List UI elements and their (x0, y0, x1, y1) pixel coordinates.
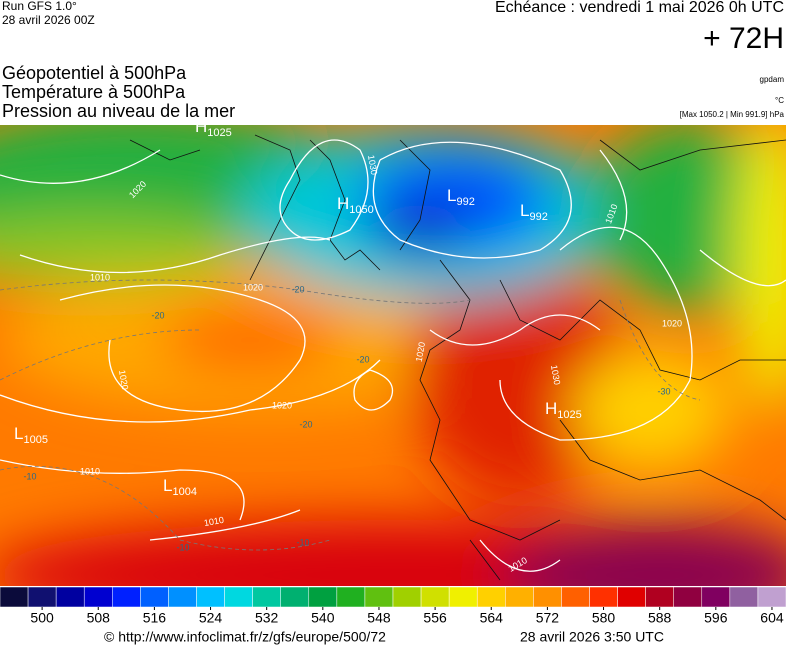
colorbar-label: 556 (423, 610, 447, 626)
colorbar-label: 564 (480, 610, 504, 626)
colorbar-label: 540 (311, 610, 335, 626)
map (0, 125, 786, 586)
center-pressure: 992 (456, 196, 474, 208)
colorbar-swatch (0, 586, 29, 608)
run-label: Run GFS 1.0° (2, 0, 77, 13)
colorbar-swatch (392, 586, 422, 608)
isobar-label: 1020 (414, 341, 427, 362)
temperature-label: -10 (23, 471, 36, 481)
temperature-label: -20 (151, 310, 164, 320)
center-type: H (545, 399, 557, 418)
isobar-label: 1020 (117, 369, 130, 390)
colorbar-swatch (729, 586, 759, 608)
isobar-label: 1010 (203, 515, 224, 528)
colorbar-swatch (224, 586, 253, 608)
colorbar-swatch (168, 586, 197, 608)
colorbar-swatch (561, 586, 590, 608)
colorbar-swatch (757, 586, 786, 608)
colorbar-swatch (505, 586, 534, 608)
center-type: L (163, 476, 172, 495)
center-pressure: 1025 (207, 127, 231, 139)
map-title: Pression au niveau de la mer (2, 101, 235, 121)
colorbar-swatch (673, 586, 703, 608)
isobar-label: 1020 (243, 282, 263, 292)
isobar-label: 1020 (662, 318, 682, 328)
colorbar-label: 516 (143, 610, 167, 626)
colorbar-swatch (364, 586, 394, 608)
center-pressure: 1025 (557, 409, 581, 421)
run-date: 28 avril 2026 00Z (2, 13, 95, 27)
colorbar-swatch (252, 586, 281, 608)
map-title: Température à 500hPa (2, 82, 186, 102)
colorbar-label: 524 (199, 610, 223, 626)
temperature-label: -10 (176, 542, 189, 552)
center-pressure: 992 (529, 211, 547, 223)
colorbar-swatch (420, 586, 450, 608)
colorbar-label: 588 (648, 610, 672, 626)
colorbar-swatch (308, 586, 338, 608)
colorbar-swatch (701, 586, 731, 608)
colorbar-label: 508 (87, 610, 111, 626)
pressure-center: H1050 (337, 194, 374, 215)
center-type: L (447, 186, 456, 205)
temperature-label: -10 (296, 537, 309, 547)
center-type: H (195, 117, 207, 136)
colorbar-swatch (55, 586, 85, 608)
colorbar-swatch (645, 586, 674, 608)
colorbar-swatch (589, 586, 618, 608)
pressure-center: H1025 (195, 117, 232, 138)
colorbar-swatch (336, 586, 366, 608)
isobar-label: 1030 (366, 154, 379, 175)
colorbar-swatch (617, 586, 646, 608)
colorbar-swatch (196, 586, 225, 608)
center-type: L (520, 201, 529, 220)
valid-time: Echéance : vendredi 1 mai 2026 0h UTC (495, 0, 784, 16)
pressure-range: [Max 1050.2 | Min 991.9] hPa (680, 110, 785, 119)
map-title: Géopotentiel à 500hPa (2, 63, 187, 83)
colorbar-swatch (448, 586, 478, 608)
colorbar-label: 572 (536, 610, 560, 626)
colorbar-swatch (27, 586, 57, 608)
lead-time: + 72H (703, 22, 784, 55)
colorbar-label: 532 (255, 610, 279, 626)
colorbar-swatch (112, 586, 141, 608)
issued-time: 28 avril 2026 3:50 UTC (520, 629, 664, 645)
pressure-center: H1025 (545, 399, 582, 420)
temperature-label: -20 (291, 284, 304, 294)
pressure-center: L992 (520, 201, 548, 222)
pressure-center: L992 (447, 186, 475, 207)
colorbar-swatch (140, 586, 169, 608)
colorbar-swatch (280, 586, 310, 608)
center-pressure: 1004 (172, 486, 196, 498)
colorbar-label: 580 (592, 610, 616, 626)
colorbar-swatch (476, 586, 506, 608)
source-url: © http://www.infoclimat.fr/z/gfs/europe/… (104, 629, 386, 645)
temperature-label: -30 (657, 386, 670, 396)
unit-geopotential: gpdam (760, 75, 785, 84)
colorbar-label: 548 (367, 610, 391, 626)
temperature-label: -20 (299, 419, 312, 429)
isobar-label: 1030 (549, 364, 562, 385)
isobar-label: 1020 (272, 400, 292, 410)
center-type: H (337, 194, 349, 213)
colorbar-swatch (83, 586, 113, 608)
center-pressure: 1005 (23, 434, 47, 446)
pressure-center: L1004 (163, 476, 197, 497)
pressure-center: L1005 (14, 424, 48, 445)
isobar-label: 1010 (90, 272, 110, 282)
colorbar-swatch (533, 586, 562, 608)
unit-temperature: °C (775, 96, 784, 105)
isobar-label: 1010 (80, 466, 100, 476)
temperature-label: -20 (356, 354, 369, 364)
colorbar-label: 500 (30, 610, 54, 626)
colorbar-label: 596 (704, 610, 728, 626)
center-pressure: 1050 (349, 204, 373, 216)
center-type: L (14, 424, 23, 443)
colorbar-label: 604 (760, 610, 784, 626)
